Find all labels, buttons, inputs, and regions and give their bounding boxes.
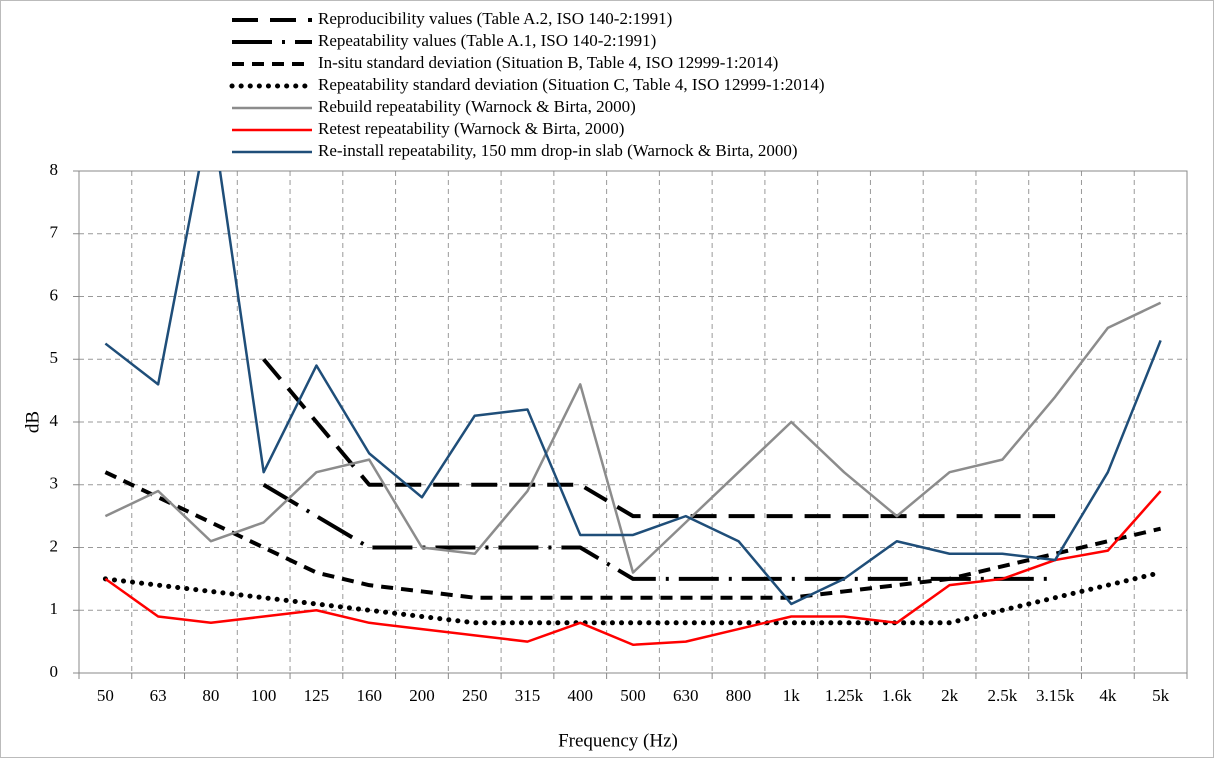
series-line <box>104 301 1162 574</box>
x-tick-label: 315 <box>515 686 541 705</box>
legend-label: Reproducibility values (Table A.2, ISO 1… <box>318 9 672 28</box>
series-line <box>262 357 1056 519</box>
series-line <box>104 490 1162 647</box>
legend-label: Retest repeatability (Warnock & Birta, 2… <box>318 119 624 138</box>
x-tick-label: 2k <box>941 686 959 705</box>
y-tick-label: 5 <box>50 348 59 367</box>
y-tick-label: 7 <box>50 223 59 242</box>
x-tick-label: 200 <box>409 686 435 705</box>
x-axis-title: Frequency (Hz) <box>558 730 678 751</box>
legend-label: In-situ standard deviation (Situation B,… <box>318 53 778 72</box>
x-tick-label: 2.5k <box>987 686 1017 705</box>
legend-label: Rebuild repeatability (Warnock & Birta, … <box>318 97 636 116</box>
series-line <box>104 470 1162 600</box>
x-tick-label: 1.25k <box>825 686 864 705</box>
plot-frame <box>78 170 1188 674</box>
x-tick-label: 160 <box>356 686 382 705</box>
y-tick-label: 0 <box>50 662 59 681</box>
series-line <box>104 171 1162 606</box>
x-tick-label: 630 <box>673 686 699 705</box>
series-line <box>262 483 1056 581</box>
x-tick-label: 1.6k <box>882 686 912 705</box>
y-tick-label: 8 <box>50 160 59 179</box>
x-tick-label: 125 <box>304 686 330 705</box>
x-tick-label: 50 <box>97 686 114 705</box>
x-tick-label: 250 <box>462 686 488 705</box>
legend-label: Repeatability standard deviation (Situat… <box>318 75 825 94</box>
y-tick-label: 3 <box>50 474 59 493</box>
y-tick-label: 1 <box>50 599 59 618</box>
series-line <box>102 570 1164 626</box>
x-tick-label: 1k <box>783 686 801 705</box>
x-tick-label: 3.15k <box>1036 686 1075 705</box>
x-tick-label: 4k <box>1099 686 1117 705</box>
x-tick-label: 80 <box>202 686 219 705</box>
x-tick-label: 100 <box>251 686 277 705</box>
x-tick-label: 500 <box>620 686 646 705</box>
y-axis-title: dB <box>22 411 43 433</box>
legend-label: Re-install repeatability, 150 mm drop-in… <box>318 141 798 160</box>
x-tick-label: 800 <box>726 686 752 705</box>
legend-label: Repeatability values (Table A.1, ISO 140… <box>318 31 656 50</box>
x-tick-label: 400 <box>567 686 593 705</box>
x-tick-label: 5k <box>1152 686 1170 705</box>
plot-area <box>102 171 1164 647</box>
x-tick-label: 63 <box>150 686 167 705</box>
y-tick-label: 4 <box>50 411 59 430</box>
y-tick-label: 2 <box>50 536 59 555</box>
y-tick-label: 6 <box>50 285 59 304</box>
